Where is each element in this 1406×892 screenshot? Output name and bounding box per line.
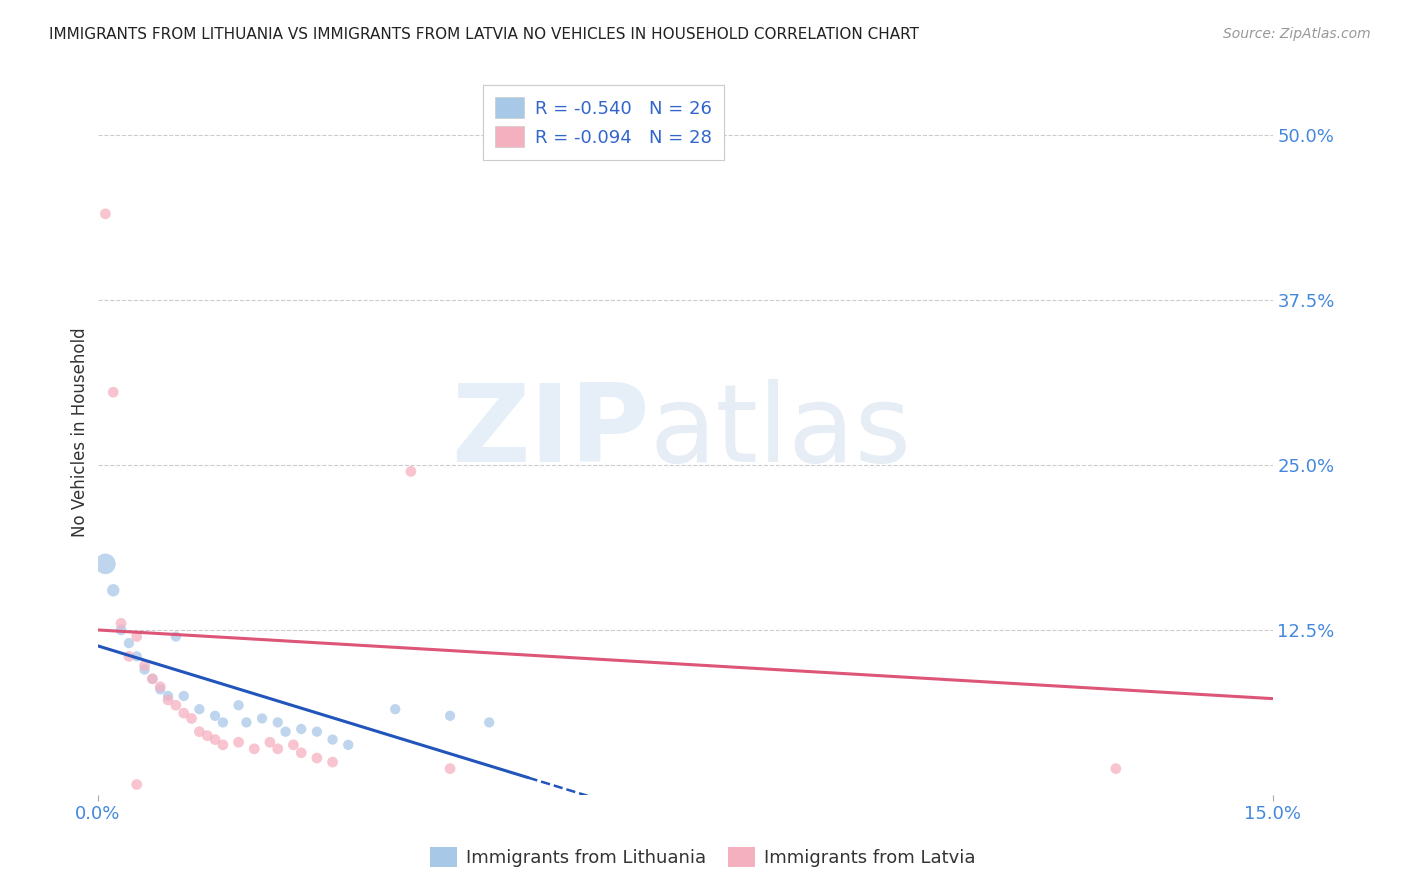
Point [399,464,422,478]
Point [165,698,187,713]
Legend: Immigrants from Lithuania, Immigrants from Latvia: Immigrants from Lithuania, Immigrants fr… [423,839,983,874]
Point [188,702,211,716]
Point [110,623,132,637]
Point [110,616,132,631]
Text: IMMIGRANTS FROM LITHUANIA VS IMMIGRANTS FROM LATVIA NO VEHICLES IN HOUSEHOLD COR: IMMIGRANTS FROM LITHUANIA VS IMMIGRANTS … [49,27,920,42]
Point [243,741,266,756]
Point [322,755,344,769]
Point [134,663,156,677]
Point [384,702,406,716]
Point [188,724,211,739]
Point [274,724,297,739]
Point [478,715,501,730]
Point [134,658,156,673]
Point [141,672,163,686]
Point [212,715,235,730]
Point [149,680,172,694]
Point [173,706,195,721]
Point [439,762,461,776]
Point [103,385,125,400]
Point [125,777,148,791]
Point [204,708,226,723]
Point [267,715,290,730]
Point [125,649,148,664]
Point [322,732,344,747]
Point [305,724,328,739]
Point [94,557,117,571]
Point [250,711,273,725]
Text: atlas: atlas [650,379,912,484]
Legend: R = -0.540   N = 26, R = -0.094   N = 28: R = -0.540 N = 26, R = -0.094 N = 28 [482,85,724,160]
Point [212,738,235,752]
Point [439,708,461,723]
Point [149,682,172,697]
Point [267,741,290,756]
Point [235,715,257,730]
Point [165,630,187,644]
Y-axis label: No Vehicles in Household: No Vehicles in Household [72,327,89,537]
Point [180,711,202,725]
Point [157,689,180,703]
Point [283,738,305,752]
Point [290,746,312,760]
Point [228,698,250,713]
Point [118,649,141,664]
Point [173,689,195,703]
Point [305,751,328,765]
Point [259,735,281,749]
Point [118,636,141,650]
Point [141,672,163,686]
Point [290,722,312,736]
Point [103,583,125,598]
Point [228,735,250,749]
Point [195,729,218,743]
Point [337,738,360,752]
Point [157,693,180,707]
Point [125,630,148,644]
Point [204,732,226,747]
Text: Source: ZipAtlas.com: Source: ZipAtlas.com [1223,27,1371,41]
Point [94,207,117,221]
Text: ZIP: ZIP [451,379,650,484]
Point [1105,762,1128,776]
